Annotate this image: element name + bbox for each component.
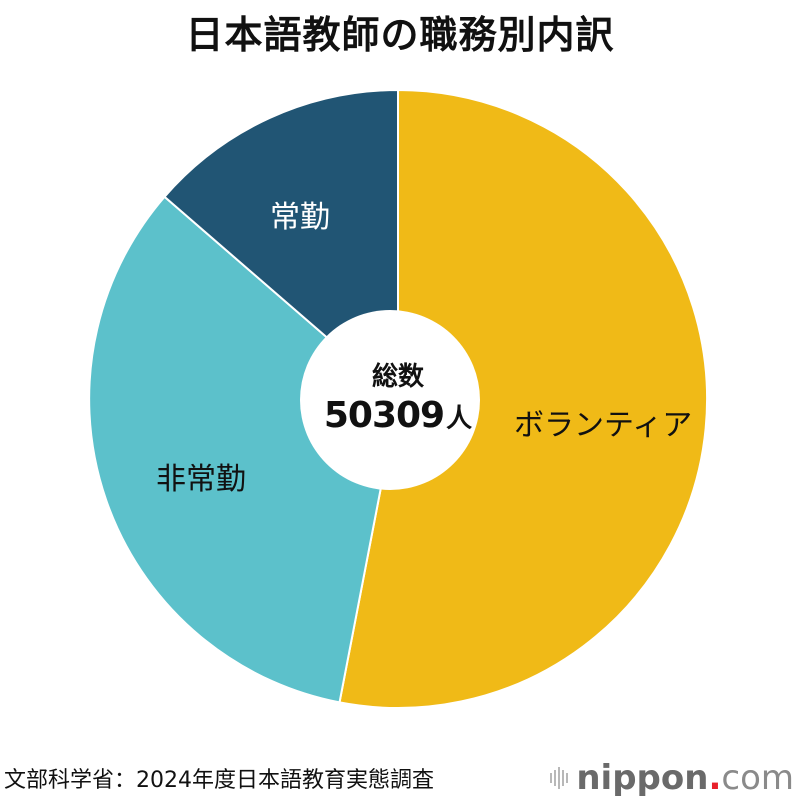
total-number: 50309 — [323, 395, 445, 436]
sound-bars-icon — [550, 767, 569, 789]
label-full-time: 常勤 — [270, 200, 330, 235]
logo-tld: com — [721, 758, 794, 798]
donut-hole — [300, 310, 480, 490]
nippon-logo: nippon.com — [550, 758, 794, 798]
slice-volunteer — [338, 88, 708, 709]
logo-dot: . — [708, 758, 722, 798]
slice-part-time — [88, 195, 400, 704]
logo-name: nippon — [576, 758, 709, 798]
donut-center-summary: 総数 50309人 — [298, 356, 498, 436]
label-part-time: 非常勤 — [156, 462, 246, 497]
total-caption: 総数 — [371, 362, 424, 392]
total-value: 50309人 — [298, 395, 498, 436]
total-unit: 人 — [446, 404, 473, 434]
slice-full-time — [163, 88, 399, 402]
source-note: 文部科学省：2024年度日本語教育実態調査 — [4, 768, 434, 793]
label-volunteer: ボランティア — [514, 408, 693, 443]
chart-title: 日本語教師の職務別内訳 — [185, 13, 615, 57]
